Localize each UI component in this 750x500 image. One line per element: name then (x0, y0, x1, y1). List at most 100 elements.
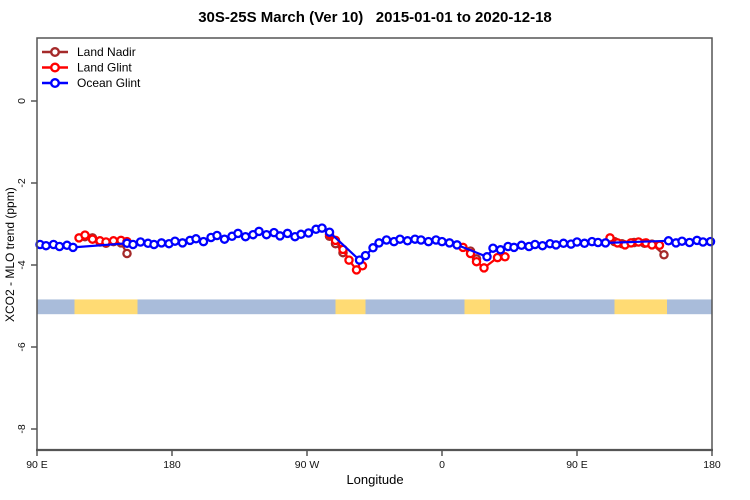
y-tick-label: -6 (16, 342, 28, 351)
data-point (677, 236, 687, 246)
data-point (296, 229, 306, 240)
data-point (156, 238, 167, 248)
data-point (698, 237, 708, 247)
data-point (219, 234, 230, 244)
data-point (80, 230, 90, 240)
data-point (663, 236, 674, 246)
data-point (68, 242, 78, 253)
data-point (198, 236, 209, 247)
data-point (212, 230, 222, 241)
legend-label: Land Glint (77, 61, 132, 75)
data-point (423, 236, 434, 247)
band-segment-ocean (490, 299, 615, 315)
y-tick-label: -8 (16, 424, 28, 433)
data-point (551, 240, 561, 250)
data-point (416, 235, 426, 245)
data-point (191, 234, 201, 244)
data-point (437, 236, 447, 247)
data-point (282, 228, 293, 239)
data-point (54, 241, 65, 252)
data-point (492, 252, 503, 263)
data-point (537, 240, 548, 251)
data-point (488, 243, 498, 253)
legend-marker (50, 62, 61, 73)
data-point (324, 227, 335, 237)
data-point (381, 235, 392, 245)
data-point (128, 239, 138, 250)
surface-band (37, 299, 712, 315)
data-point (240, 231, 251, 242)
data-point (261, 229, 272, 240)
x-tick-label: 90 W (295, 459, 320, 471)
data-point (516, 240, 527, 251)
data-point (495, 245, 506, 255)
data-point (659, 250, 669, 260)
data-point (254, 226, 264, 237)
band-segment-ocean (667, 299, 712, 315)
data-point (402, 236, 413, 246)
data-point (500, 252, 510, 262)
data-point (351, 265, 362, 275)
data-point (593, 237, 603, 248)
data-point (471, 256, 482, 267)
data-point (395, 234, 405, 244)
series-ocean-glint (35, 223, 716, 265)
data-point (482, 252, 492, 262)
y-axis: 0 -2 -4 -6 -8 (16, 98, 37, 434)
band-segment-ocean (37, 299, 75, 315)
data-point (558, 238, 569, 249)
data-point (374, 238, 384, 248)
data-point (579, 238, 590, 249)
band-segment-land (614, 299, 667, 315)
x-tick-label: 180 (163, 459, 181, 471)
x-axis-label: Longitude (346, 472, 404, 487)
data-point (509, 242, 519, 253)
data-point (452, 240, 462, 250)
legend-label: Ocean Glint (77, 76, 141, 90)
legend-label: Land Nadir (77, 45, 136, 59)
data-point (354, 255, 365, 265)
data-point (122, 248, 132, 259)
band-segment-ocean (137, 299, 336, 315)
series-land-glint (74, 229, 665, 275)
data-point (303, 228, 314, 238)
x-tick-label: 0 (439, 459, 445, 471)
data-point (275, 231, 285, 241)
x-tick-label: 180 (703, 459, 721, 471)
data-point (135, 237, 146, 247)
data-point (344, 255, 354, 265)
band-segment-ocean (365, 299, 465, 315)
y-tick-label: -4 (16, 260, 28, 269)
data-point (444, 238, 455, 248)
data-point (600, 238, 611, 248)
data-point (41, 240, 51, 251)
chart-title: 30S-25S March (Ver 10) 2015-01-01 to 202… (198, 9, 552, 26)
data-point (572, 237, 582, 247)
data-point (684, 237, 695, 248)
band-segment-land (74, 299, 138, 315)
x-tick-label: 90 E (26, 459, 48, 471)
y-tick-label: -2 (16, 178, 28, 187)
legend-marker (50, 77, 61, 88)
band-segment-land (464, 299, 490, 315)
legend-marker (50, 47, 61, 58)
x-tick-label: 90 E (566, 459, 588, 471)
data-point (170, 236, 180, 246)
data-point (177, 238, 188, 248)
data-point (530, 239, 540, 250)
data-point (149, 239, 159, 250)
data-point (360, 250, 371, 261)
data-point (654, 240, 665, 251)
band-segment-land (335, 299, 366, 315)
data-point (317, 223, 327, 233)
data-point (87, 234, 98, 244)
x-axis: 90 E 180 90 W 0 90 E 180 (26, 450, 721, 471)
data-point (233, 228, 243, 239)
data-point (705, 236, 716, 247)
y-tick-label: 0 (16, 98, 28, 104)
data-point (479, 263, 489, 273)
data-point (368, 243, 378, 253)
